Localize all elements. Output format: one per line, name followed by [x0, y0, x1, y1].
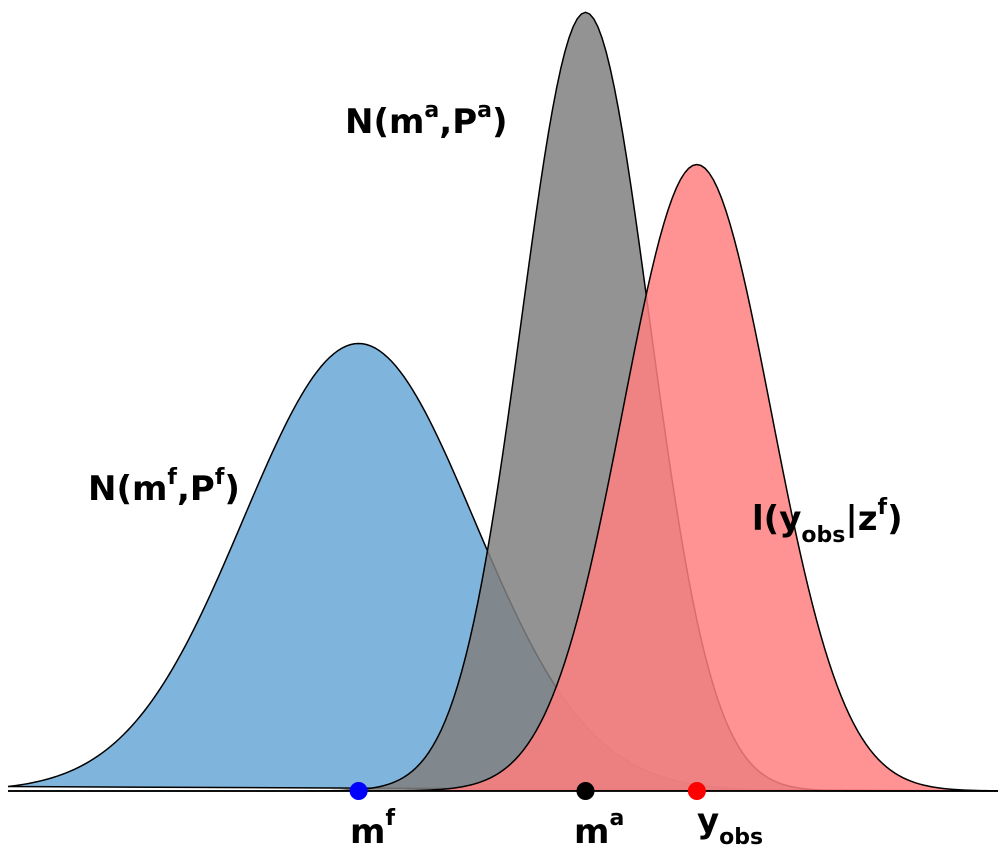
- analysis-mean-point: [576, 782, 595, 800]
- observation-label: yobs: [697, 801, 763, 850]
- forecast-mean-point: [349, 782, 368, 800]
- analysis-mean-label: ma: [574, 806, 624, 852]
- forecast-distribution-label: N(mf,Pf): [88, 465, 240, 509]
- forecast-mean-label: mf: [350, 806, 395, 852]
- observation-point: [687, 782, 706, 800]
- likelihood-label: l(yobs|zf): [752, 495, 903, 548]
- analysis-distribution-label: N(ma,Pa): [345, 98, 508, 142]
- points-layer: [349, 782, 706, 800]
